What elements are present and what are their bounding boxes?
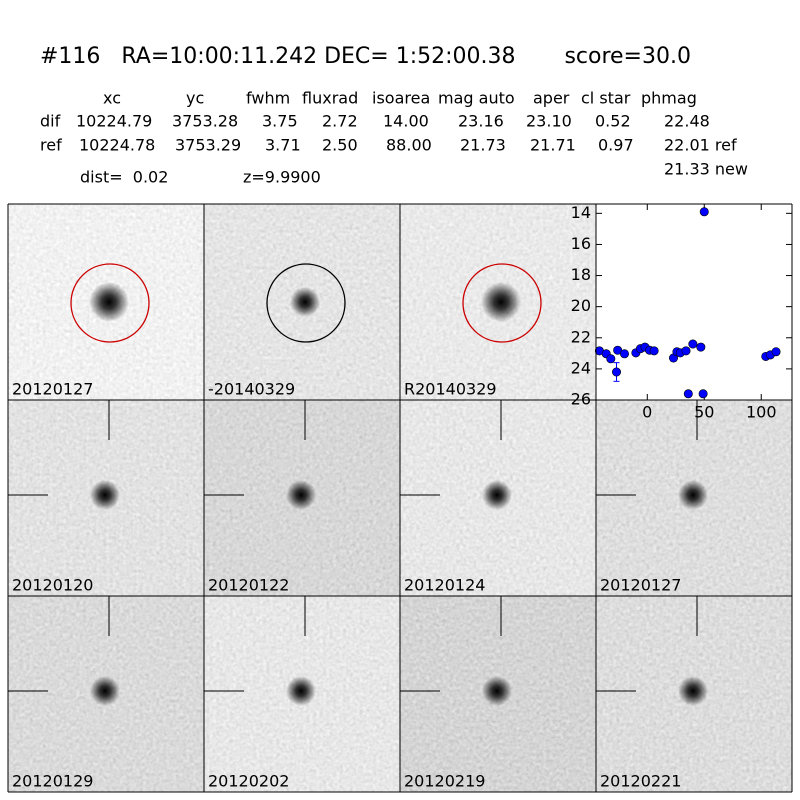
y-tick-label: 26: [571, 390, 591, 409]
table-cell: 10224.79: [76, 112, 152, 131]
panel-label: 20120120: [12, 576, 93, 595]
x-tick-label: 50: [694, 403, 714, 422]
point: [649, 346, 659, 356]
column-header: phmag: [641, 89, 697, 108]
y-tick-label: 22: [571, 327, 591, 346]
table-cell: 22.48: [664, 112, 710, 131]
source-blob: [286, 480, 316, 510]
source-blob: [90, 480, 120, 510]
y-tick-label: 20: [571, 296, 591, 315]
x-tick-label: 100: [746, 403, 777, 422]
aperture-circle: [70, 263, 150, 343]
panel-label: 20120219: [404, 772, 485, 791]
table-cell: 23.10: [526, 112, 572, 131]
table-cell: 3753.29: [175, 136, 241, 155]
source-blob: [90, 676, 120, 706]
plot-background: [596, 204, 792, 400]
table-cell: 3753.28: [172, 112, 238, 131]
aperture-circle: [462, 263, 542, 343]
table-cell: 0.52: [595, 112, 631, 131]
column-header: cl star: [581, 89, 631, 108]
table-cell: 23.16: [458, 112, 504, 131]
dist: dist= 0.02: [80, 168, 168, 187]
table-cell: 3.71: [265, 136, 301, 155]
column-header: yc: [186, 89, 204, 108]
table-cell: 10224.78: [79, 136, 155, 155]
phmag-new: 21.33 new: [664, 160, 748, 179]
table-cell: 21.71: [530, 136, 576, 155]
x-tick-label: 0: [642, 403, 652, 422]
source-blob: [89, 282, 129, 322]
column-header: mag auto: [438, 89, 515, 108]
source-blob: [482, 480, 512, 510]
panel-label: 20120127: [600, 576, 681, 595]
point: [606, 354, 616, 364]
aperture-circle: [266, 263, 346, 343]
point: [699, 207, 709, 217]
table-cell: 21.73: [460, 136, 506, 155]
y-tick-label: 16: [571, 234, 591, 253]
source-blob: [286, 676, 316, 706]
point: [698, 389, 708, 399]
row-label: dif: [40, 112, 61, 131]
point: [771, 347, 781, 357]
column-header: xc: [103, 89, 121, 108]
table-cell: 88.00: [386, 136, 432, 155]
point: [612, 367, 622, 377]
source-blob: [290, 287, 320, 317]
panel-label: 20120127: [12, 380, 93, 399]
table-cell: 3.75: [262, 112, 298, 131]
source-blob: [482, 676, 512, 706]
point: [688, 339, 698, 349]
redshift: z=9.9900: [243, 168, 321, 187]
table-cell: 22.01 ref: [664, 136, 737, 155]
panel-label: 20120202: [208, 772, 289, 791]
table-cell: 14.00: [383, 112, 429, 131]
panel-label: 20120124: [404, 576, 485, 595]
column-header: fluxrad: [302, 89, 358, 108]
point: [683, 389, 693, 399]
panel-label: 20120122: [208, 576, 289, 595]
title: #116 RA=10:00:11.242 DEC= 1:52:00.38 sco…: [40, 44, 691, 69]
panel-label: 20120221: [600, 772, 681, 791]
source-blob: [678, 480, 708, 510]
panel-label: R20140329: [404, 380, 497, 399]
point: [696, 342, 706, 352]
table-cell: 0.97: [598, 136, 634, 155]
row-label: ref: [40, 136, 62, 155]
panel-label: 20120129: [12, 772, 93, 791]
column-header: aper: [533, 89, 570, 108]
point: [681, 346, 691, 356]
y-tick-label: 14: [571, 203, 591, 222]
source-blob: [481, 282, 521, 322]
table-cell: 2.72: [322, 112, 358, 131]
y-tick-label: 24: [571, 358, 591, 377]
y-tick-label: 18: [571, 265, 591, 284]
column-header: fwhm: [246, 89, 290, 108]
panel-label: -20140329: [208, 380, 295, 399]
source-blob: [678, 676, 708, 706]
column-header: isoarea: [372, 89, 430, 108]
point: [619, 349, 629, 359]
table-cell: 2.50: [322, 136, 358, 155]
